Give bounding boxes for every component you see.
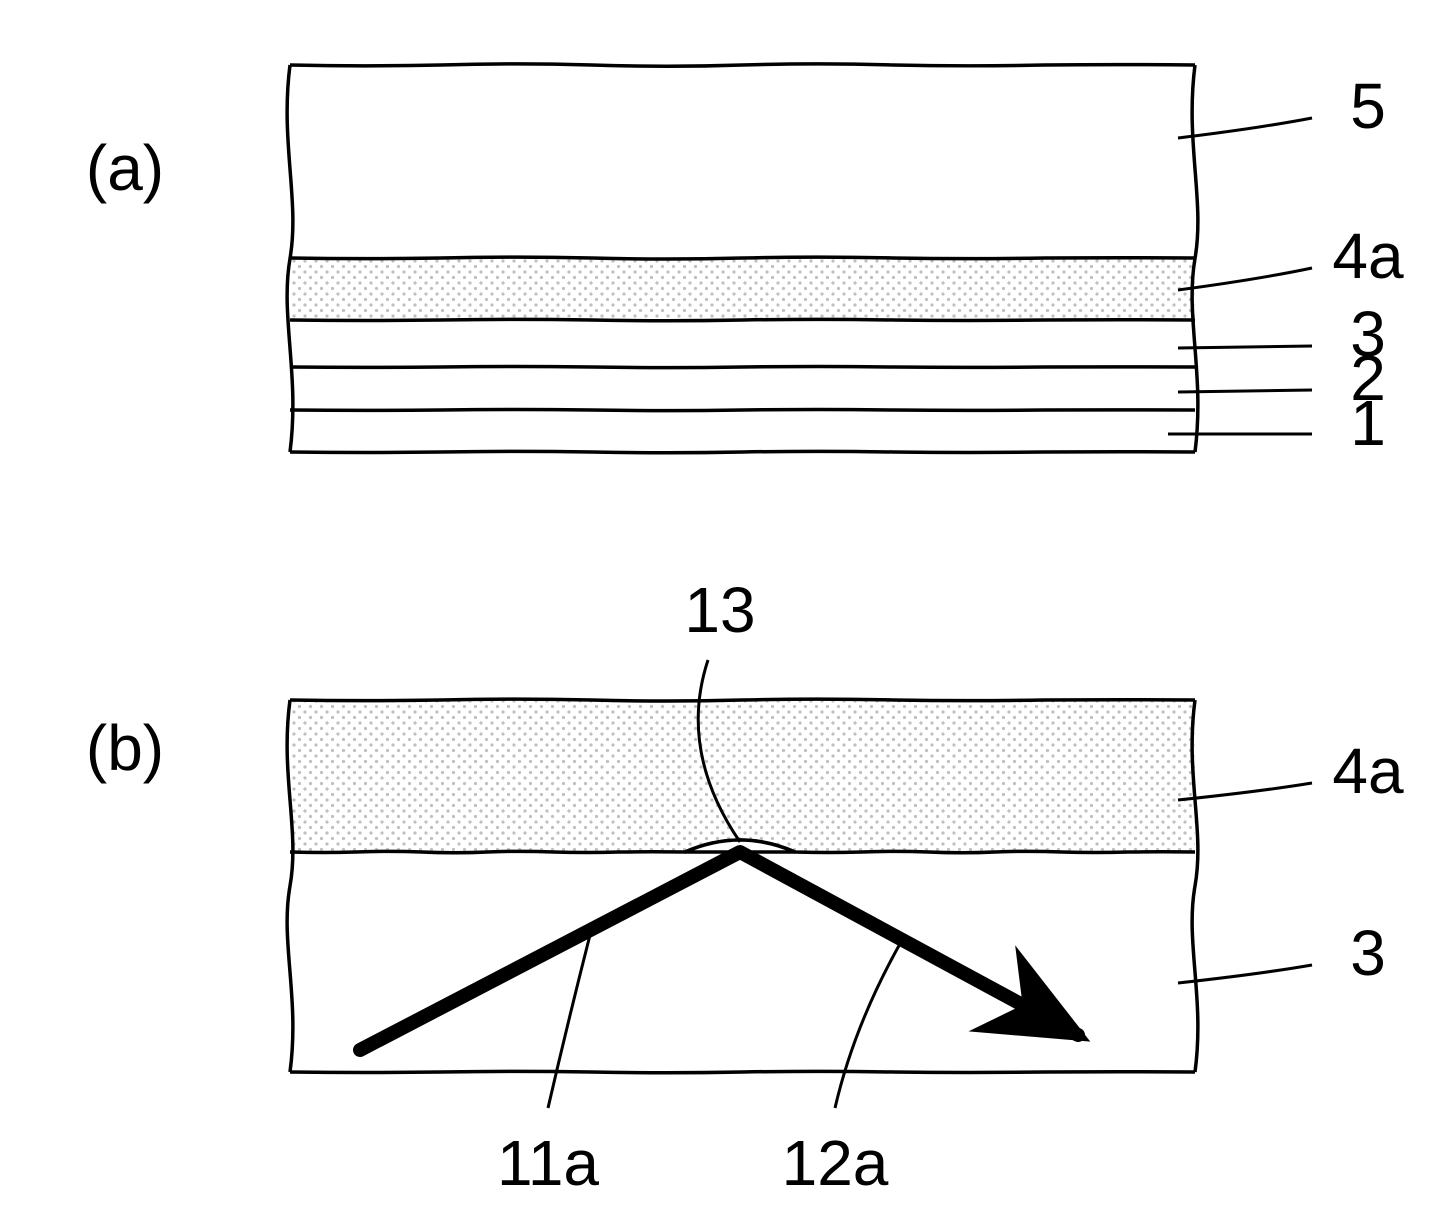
layer-boundary <box>290 64 1195 66</box>
layer-boundary <box>290 409 1195 410</box>
leader-line <box>1178 390 1312 392</box>
leader-line <box>1178 965 1312 983</box>
layer-boundary <box>290 257 1195 259</box>
label-text: 4a <box>1332 220 1404 292</box>
label-text: 1 <box>1350 387 1386 459</box>
layer-boundary <box>290 1071 1195 1072</box>
leader-line <box>835 935 905 1108</box>
layer-boundary <box>290 319 1195 320</box>
leader-line <box>1178 118 1312 138</box>
label-text: 11a <box>497 1127 599 1199</box>
layer-boundary <box>290 366 1195 367</box>
leader-line <box>1178 268 1312 290</box>
leader-line <box>1178 783 1312 800</box>
panel-tag: (a) <box>86 132 164 204</box>
leader-line <box>1178 346 1312 348</box>
layer-boundary <box>290 451 1195 452</box>
layer-boundary <box>290 699 1195 701</box>
label-text: 4a <box>1332 735 1404 807</box>
label-text: 13 <box>684 574 755 646</box>
layer-4a-fill <box>290 700 1195 852</box>
leader-line <box>548 935 590 1108</box>
label-text: 12a <box>782 1127 889 1199</box>
label-text: 5 <box>1350 70 1386 142</box>
label-text: 3 <box>1350 917 1386 989</box>
reflection-arrow <box>360 852 1078 1050</box>
layer-4a-fill <box>290 258 1195 320</box>
panel-tag: (b) <box>86 712 164 784</box>
